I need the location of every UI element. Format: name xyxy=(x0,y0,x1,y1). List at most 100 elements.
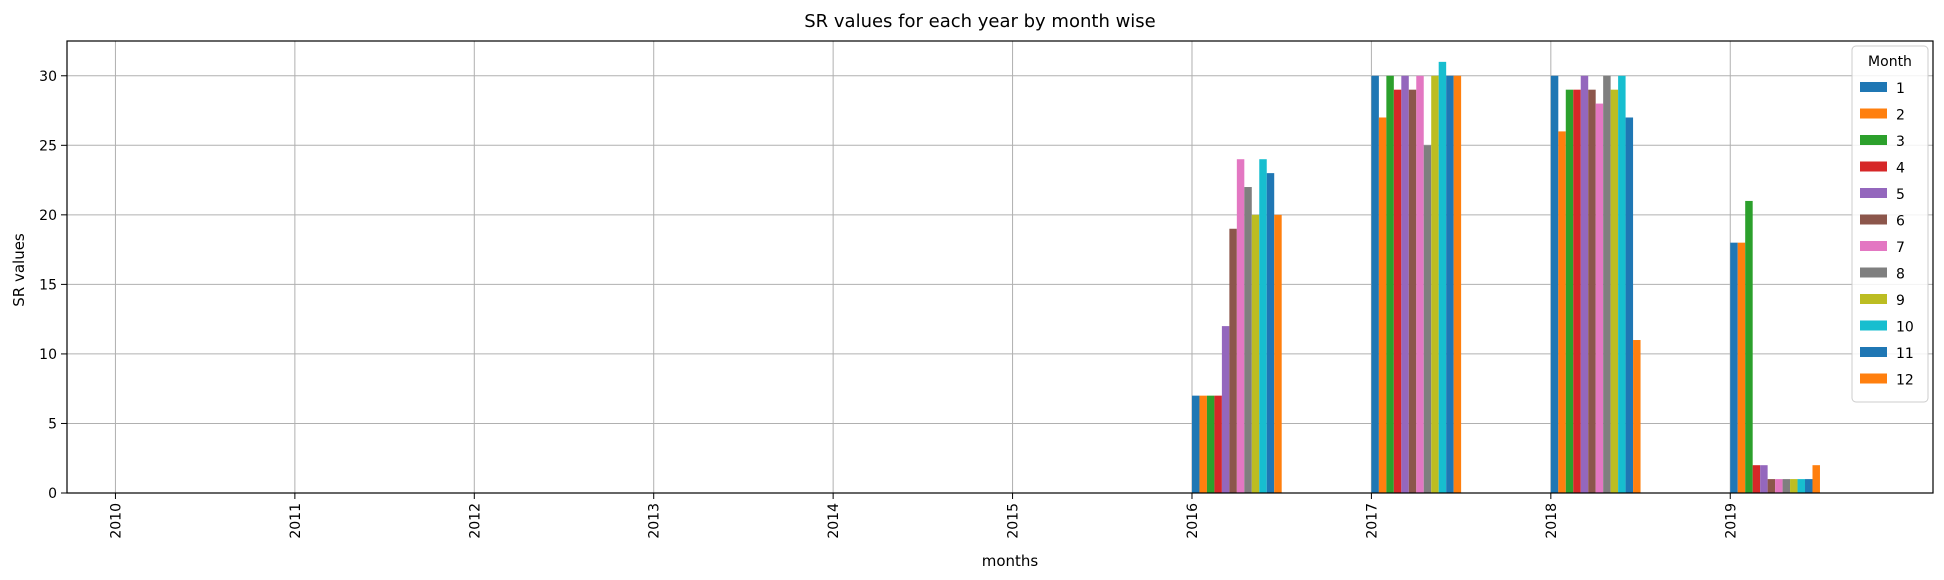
legend-swatch xyxy=(1860,373,1887,384)
y-axis: 0 5 10 15 20 25 30 xyxy=(39,69,67,502)
x-tick-label: 2019 xyxy=(1723,503,1739,539)
y-tick-label: 30 xyxy=(39,69,57,85)
bar-month-10-2017 xyxy=(1438,61,1447,493)
legend-entry-label: 8 xyxy=(1896,267,1905,283)
x-tick-label: 2017 xyxy=(1364,503,1380,539)
x-tick-label: 2014 xyxy=(826,503,842,539)
y-tick-label: 25 xyxy=(39,138,57,154)
bar-month-10-2019 xyxy=(1797,479,1806,493)
legend-entry-label: 1 xyxy=(1896,81,1905,97)
legend-entry-label: 5 xyxy=(1896,187,1905,203)
legend-swatch xyxy=(1860,347,1887,357)
y-tick-label: 5 xyxy=(48,416,57,432)
legend-swatch xyxy=(1860,267,1887,278)
bar-month-8-2017 xyxy=(1423,145,1432,494)
bar-month-7-2019 xyxy=(1775,479,1783,493)
bar-month-1-2018 xyxy=(1550,75,1559,494)
bar-month-9-2018 xyxy=(1610,89,1619,493)
bar-month-1-2019 xyxy=(1730,242,1738,493)
bar-month-12-2018 xyxy=(1633,340,1641,493)
bar-month-4-2018 xyxy=(1573,89,1581,493)
legend-entry-label: 10 xyxy=(1896,320,1914,336)
bar-month-11-2018 xyxy=(1625,117,1634,493)
x-axis-label: months xyxy=(982,552,1039,570)
y-axis-label: SR values xyxy=(10,233,28,307)
y-tick-label: 20 xyxy=(39,208,57,224)
grid-layer xyxy=(67,41,1933,494)
x-tick-label: 2010 xyxy=(108,503,124,539)
y-tick-label: 15 xyxy=(39,277,57,293)
bar-month-5-2018 xyxy=(1580,75,1589,494)
x-tick-label: 2018 xyxy=(1544,503,1560,539)
bars-layer xyxy=(1191,61,1820,494)
bar-month-6-2017 xyxy=(1408,89,1417,493)
bar-month-6-2016 xyxy=(1229,228,1237,493)
bar-month-12-2016 xyxy=(1274,214,1282,493)
bar-month-4-2016 xyxy=(1214,395,1222,493)
legend-entry-label: 11 xyxy=(1896,346,1914,362)
legend-entry-label: 4 xyxy=(1896,161,1905,177)
x-tick-label: 2011 xyxy=(288,503,304,539)
bar-month-11-2017 xyxy=(1446,75,1454,494)
legend-entry-label: 3 xyxy=(1896,134,1905,150)
legend-swatch xyxy=(1860,320,1887,331)
bar-month-2-2019 xyxy=(1737,242,1746,493)
legend-swatch xyxy=(1860,135,1887,145)
bar-month-2-2018 xyxy=(1558,131,1566,493)
legend-swatch xyxy=(1860,294,1887,304)
bar-month-7-2018 xyxy=(1595,103,1604,493)
bar-month-4-2017 xyxy=(1393,89,1402,493)
x-tick-label: 2012 xyxy=(467,503,483,539)
bar-month-11-2019 xyxy=(1805,479,1813,493)
chart-title: SR values for each year by month wise xyxy=(804,11,1156,32)
legend-entry-label: 12 xyxy=(1896,373,1914,389)
bar-month-6-2018 xyxy=(1588,89,1596,493)
bar-month-8-2016 xyxy=(1244,187,1252,493)
legend-entry-label: 6 xyxy=(1896,214,1905,230)
bar-month-6-2019 xyxy=(1767,479,1776,493)
bar-month-9-2016 xyxy=(1251,214,1260,493)
bar-month-3-2016 xyxy=(1206,395,1215,493)
legend-entry-label: 9 xyxy=(1896,293,1905,309)
legend-swatch xyxy=(1860,82,1887,92)
bar-month-7-2016 xyxy=(1236,159,1245,493)
legend-swatch xyxy=(1860,241,1887,251)
x-axis: 2010 2011 2012 2013 2014 2015 2016 2017 2018 2019 xyxy=(108,493,1739,539)
bar-month-3-2019 xyxy=(1745,200,1753,493)
bar-month-10-2018 xyxy=(1618,75,1626,494)
bar-month-1-2017 xyxy=(1371,75,1379,494)
bar-month-1-2016 xyxy=(1191,395,1200,493)
y-tick-label: 0 xyxy=(48,486,57,502)
bar-month-3-2018 xyxy=(1565,89,1574,493)
bar-month-7-2017 xyxy=(1416,75,1424,494)
bar-month-5-2017 xyxy=(1401,75,1409,494)
bar-month-11-2016 xyxy=(1266,173,1275,493)
bar-month-8-2018 xyxy=(1603,75,1611,494)
bar-month-4-2019 xyxy=(1752,465,1761,493)
x-tick-label: 2013 xyxy=(647,503,663,539)
bar-month-2-2016 xyxy=(1199,395,1207,493)
bar-month-5-2016 xyxy=(1221,326,1230,493)
legend-title: Month xyxy=(1868,54,1912,70)
x-tick-label: 2016 xyxy=(1185,503,1201,539)
y-tick-label: 10 xyxy=(39,347,57,363)
legend-swatch xyxy=(1860,108,1887,119)
plot-frame xyxy=(66,40,1934,494)
legend-swatch xyxy=(1860,161,1887,172)
legend-entry-label: 2 xyxy=(1896,108,1905,124)
legend-swatch xyxy=(1860,214,1887,225)
bar-month-10-2016 xyxy=(1259,159,1267,493)
bar-month-3-2017 xyxy=(1386,75,1394,494)
bar-month-12-2017 xyxy=(1453,75,1462,494)
bar-month-9-2019 xyxy=(1790,479,1798,493)
bar-month-9-2017 xyxy=(1431,75,1439,494)
x-tick-label: 2015 xyxy=(1006,503,1022,539)
bar-month-12-2019 xyxy=(1812,465,1820,493)
bar-month-2-2017 xyxy=(1378,117,1387,493)
legend-swatch xyxy=(1860,188,1887,198)
bar-month-5-2019 xyxy=(1760,465,1768,493)
bar-month-8-2019 xyxy=(1782,479,1791,493)
legend-entry-label: 7 xyxy=(1896,240,1905,256)
